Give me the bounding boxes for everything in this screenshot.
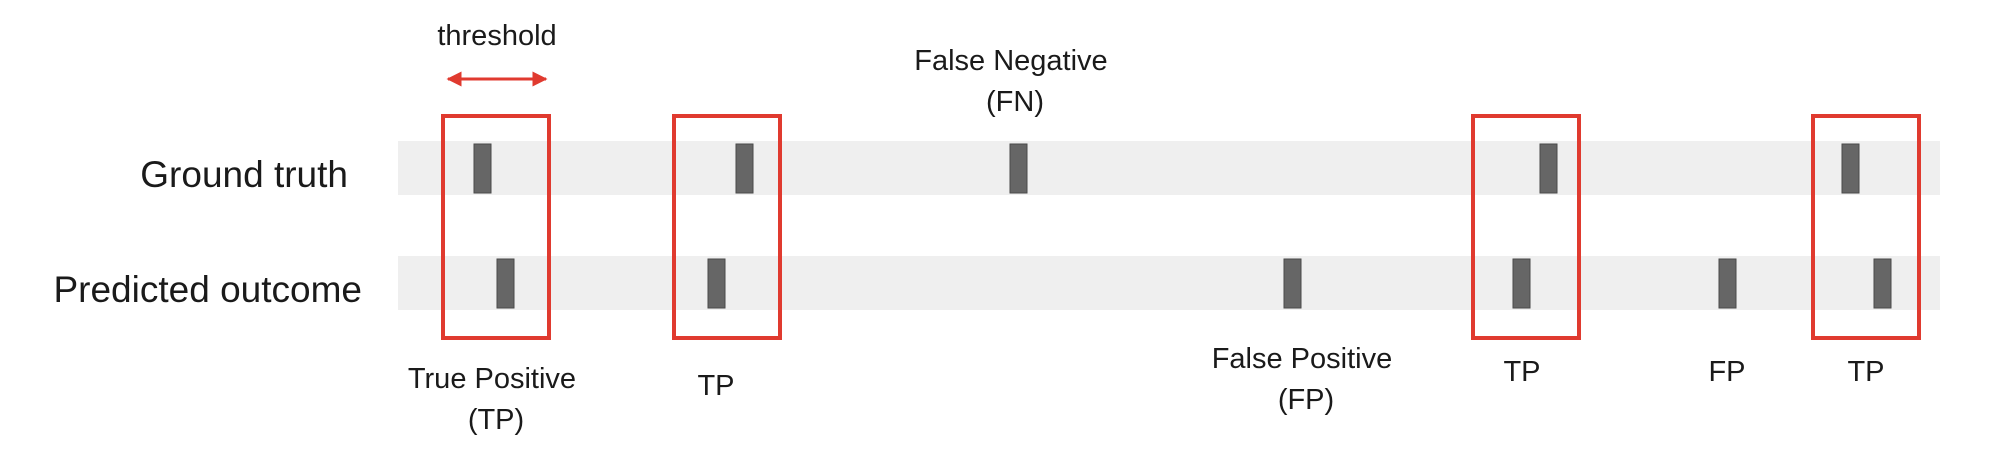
fp-label: FP: [1708, 356, 1745, 388]
predicted-event: [1873, 258, 1892, 309]
false-negative-label: False Negative (FN): [914, 45, 1116, 118]
tp-label: TP: [697, 370, 734, 402]
predicted-event: [1718, 258, 1737, 309]
threshold-label: threshold: [437, 20, 556, 52]
predicted-event: [707, 258, 726, 309]
match-box: [1471, 114, 1581, 340]
ground-truth-event: [1539, 143, 1558, 194]
ground-truth-event: [1009, 143, 1028, 194]
ground-truth-event: [1841, 143, 1860, 194]
tp-label: TP: [1503, 356, 1540, 388]
predicted-event: [1283, 258, 1302, 309]
false-positive-label: False Positive (FP): [1212, 343, 1401, 416]
match-box: [672, 114, 782, 340]
ground-truth-event: [473, 143, 492, 194]
tp-label: TP: [1847, 356, 1884, 388]
true-positive-label: True Positive (TP): [408, 363, 584, 436]
predicted-event: [496, 258, 515, 309]
predicted-outcome-label: Predicted outcome: [53, 269, 362, 310]
ground-truth-event: [735, 143, 754, 194]
match-box: [1811, 114, 1921, 340]
match-box: [441, 114, 551, 340]
predicted-band: [398, 256, 1940, 310]
ground-truth-label: Ground truth: [140, 154, 348, 195]
predicted-event: [1512, 258, 1531, 309]
ground-truth-band: [398, 141, 1940, 195]
